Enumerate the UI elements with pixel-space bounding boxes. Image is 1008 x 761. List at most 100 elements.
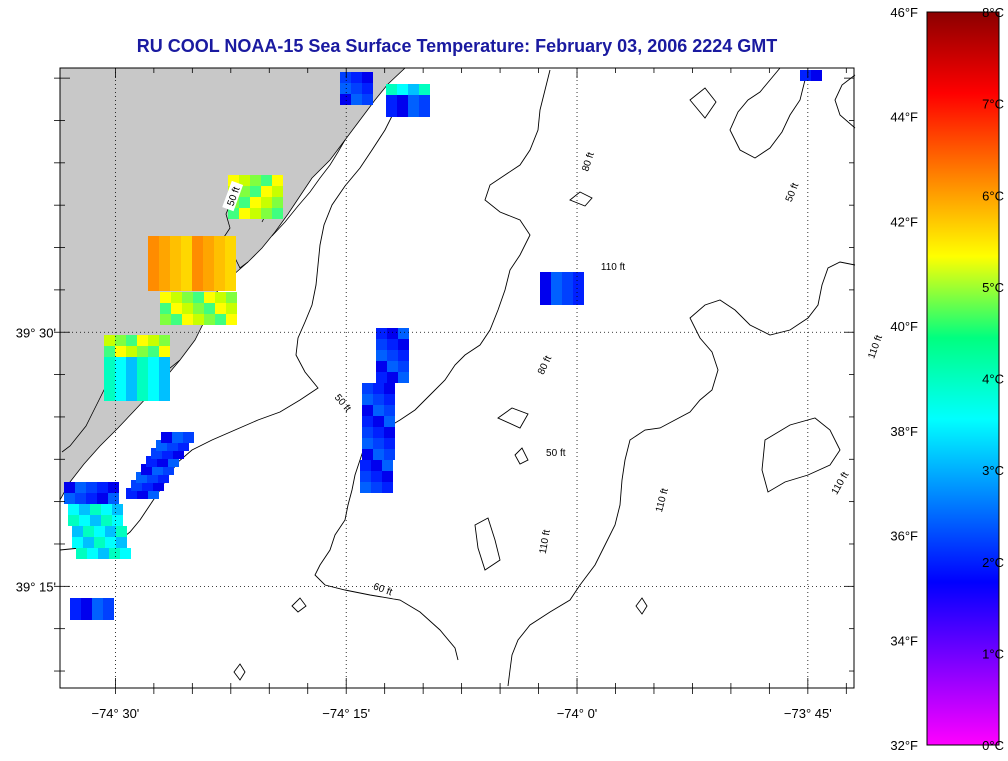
sst-pixel	[183, 432, 194, 443]
sst-pixel	[192, 236, 203, 247]
sst-pixel	[137, 346, 148, 357]
colorbar-c-label: 5°C	[982, 280, 1004, 295]
colorbar-labels: 46°F 44°F 42°F 40°F 38°F 36°F 34°F 32°F 8°C 7°C 6°…	[890, 5, 1004, 753]
sst-pixel	[116, 526, 127, 537]
sst-pixel	[115, 357, 126, 368]
sst-pixel	[115, 346, 126, 357]
sst-pixel	[226, 303, 237, 314]
sst-pixel	[98, 548, 109, 559]
colorbar-f-label: 38°F	[890, 424, 918, 439]
sst-pixel	[159, 247, 170, 258]
sst-pixel	[158, 472, 169, 483]
sst-pixel	[384, 394, 395, 405]
sst-pixel	[162, 448, 173, 459]
contour-line	[233, 663, 246, 681]
contour-label-bg	[535, 526, 553, 557]
sst-pixel	[115, 368, 126, 379]
sst-pixel	[573, 283, 584, 294]
sst-pixel	[75, 482, 86, 493]
sst-pixel	[250, 175, 261, 186]
sst-pixel	[382, 482, 393, 493]
sst-pixel	[351, 72, 362, 83]
sst-pixel	[159, 368, 170, 379]
sst-pixel	[159, 269, 170, 280]
sst-pixel	[101, 504, 112, 515]
sst-pixel	[94, 526, 105, 537]
contour-label-bg	[541, 446, 570, 459]
sst-pixel	[250, 208, 261, 219]
sst-pixel	[398, 350, 409, 361]
contour-line	[569, 191, 593, 207]
sst-pixel	[81, 598, 92, 609]
contour-line	[689, 87, 717, 119]
sst-pixel	[178, 440, 189, 451]
sst-pixel	[87, 548, 98, 559]
sst-pixel	[170, 269, 181, 280]
sst-pixel	[136, 472, 147, 483]
sst-pixel	[250, 197, 261, 208]
contour-label-bg	[651, 484, 671, 516]
sst-pixel	[182, 292, 193, 303]
sst-pixel	[103, 598, 114, 609]
contour-label: 110 ft	[538, 529, 553, 555]
sst-pixel	[172, 432, 183, 443]
sst-pixel	[90, 504, 101, 515]
sst-pixel	[159, 357, 170, 368]
sst-pixel	[387, 350, 398, 361]
contour-label-bg	[827, 467, 852, 498]
sst-pixel	[148, 247, 159, 258]
sst-pixel	[540, 272, 551, 283]
sst-pixel	[387, 339, 398, 350]
sst-pixel	[70, 598, 81, 609]
sst-pixel	[362, 405, 373, 416]
sst-pixel	[64, 493, 75, 504]
sst-pixel	[148, 269, 159, 280]
lon-label: −74° 15'	[322, 706, 370, 721]
sst-pixel	[398, 361, 409, 372]
sst-pixel	[204, 314, 215, 325]
sst-pixel	[573, 294, 584, 305]
sst-pixel	[86, 493, 97, 504]
sst-pixel	[68, 504, 79, 515]
sst-pixel	[160, 314, 171, 325]
sst-pixel	[160, 292, 171, 303]
sst-pixel	[340, 72, 351, 83]
sst-pixel	[68, 515, 79, 526]
sst-pixel	[272, 186, 283, 197]
sst-pixel	[181, 269, 192, 280]
sst-pixel	[272, 197, 283, 208]
colorbar-f-label: 40°F	[890, 319, 918, 334]
sst-pixel	[386, 95, 397, 106]
sst-pixel	[362, 427, 373, 438]
sst-pixel	[76, 548, 87, 559]
sst-pixel	[116, 537, 127, 548]
colorbar-f-label: 32°F	[890, 738, 918, 753]
sst-pixel	[97, 493, 108, 504]
sst-pixel	[104, 368, 115, 379]
contour-label-bg	[577, 146, 598, 177]
sst-pixel	[159, 258, 170, 269]
sst-pixel	[83, 526, 94, 537]
lat-label: 39° 15'	[16, 579, 56, 594]
sst-pixel	[137, 390, 148, 401]
sst-pixel	[126, 346, 137, 357]
sst-pixel	[148, 488, 159, 499]
sst-pixel	[239, 175, 250, 186]
sst-pixel	[103, 609, 114, 620]
sst-pixel	[261, 197, 272, 208]
sst-pixel	[386, 106, 397, 117]
sst-pixel	[373, 383, 384, 394]
sst-pixel	[192, 269, 203, 280]
sst-pixel	[120, 548, 131, 559]
sst-pixel	[160, 303, 171, 314]
sst-pixel	[398, 339, 409, 350]
sst-pixel	[225, 236, 236, 247]
sst-pixel	[225, 280, 236, 291]
sst-pixel	[109, 548, 120, 559]
sst-pixel	[340, 83, 351, 94]
sst-pixel	[398, 328, 409, 339]
sst-pixel	[115, 379, 126, 390]
sst-pixel	[159, 390, 170, 401]
sst-pixel	[261, 186, 272, 197]
